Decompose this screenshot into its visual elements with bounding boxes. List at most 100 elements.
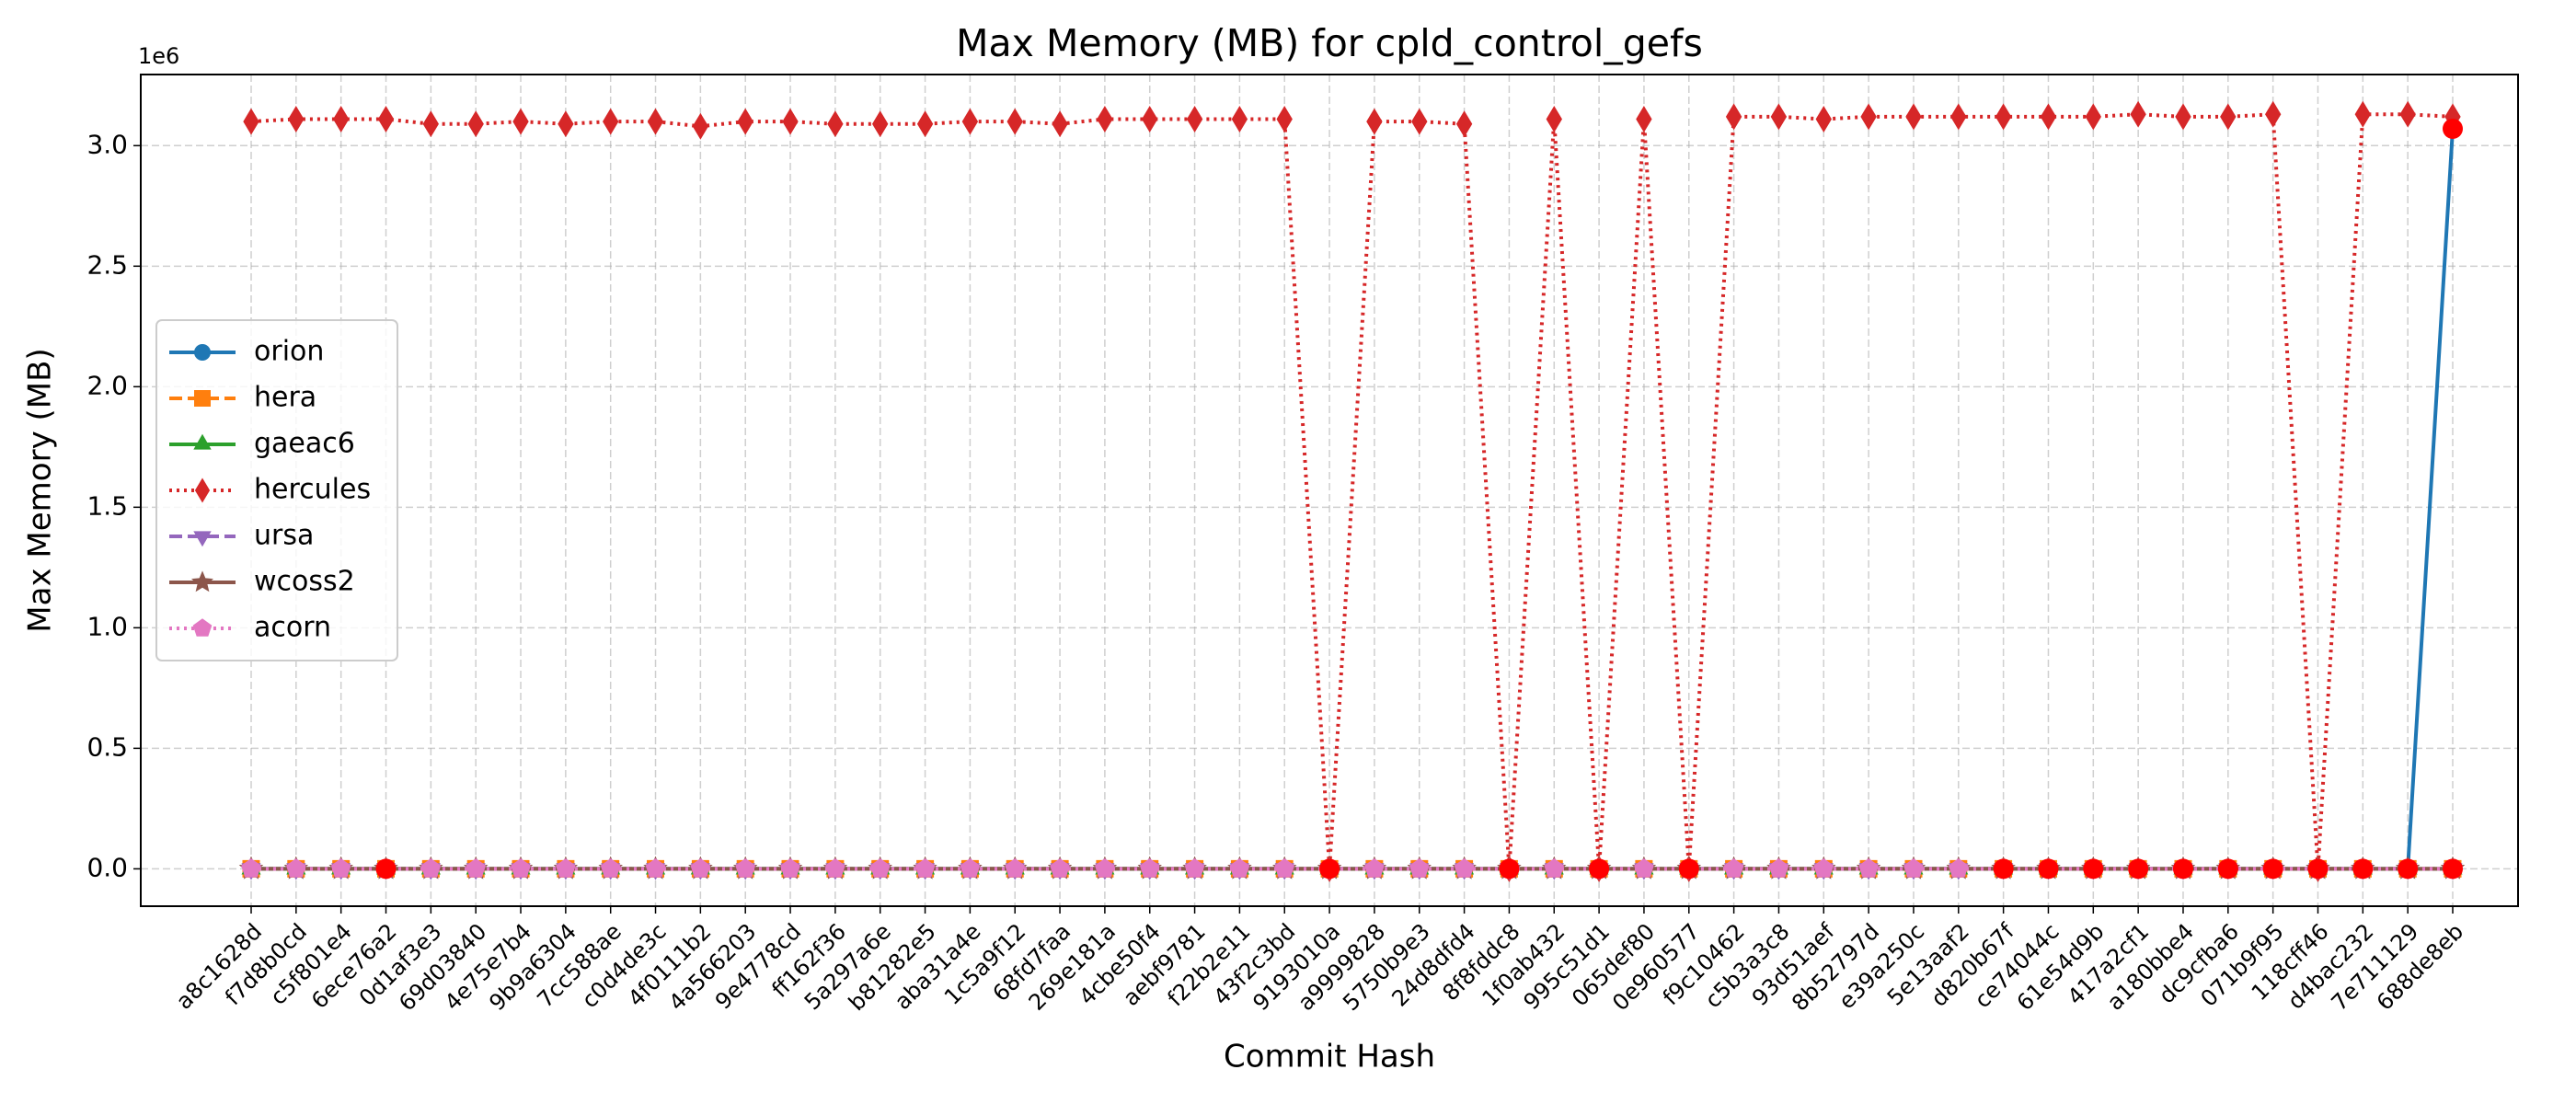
- highlight-marker: [1499, 858, 1520, 880]
- series-marker: [780, 857, 800, 878]
- highlight-marker: [1993, 858, 2014, 880]
- legend-label: orion: [254, 336, 324, 368]
- series-marker: [2130, 100, 2146, 128]
- legend-label: ursa: [254, 520, 314, 552]
- highlight-marker: [1589, 858, 1610, 880]
- series-marker: [2399, 100, 2416, 128]
- y-tick-label: 3.0: [86, 129, 128, 159]
- highlight-marker: [2083, 858, 2104, 880]
- x-axis-label: Commit Hash: [1224, 1039, 1435, 1075]
- highlight-marker: [375, 858, 397, 880]
- legend: orion hera gaeac6 hercules ursa wcoss2 acorn: [155, 319, 398, 661]
- y-tick-label: 2.5: [86, 249, 128, 280]
- series-marker: [1231, 106, 1248, 132]
- legend-label: acorn: [254, 612, 331, 644]
- series-marker: [869, 857, 891, 878]
- highlight-marker: [2217, 858, 2238, 880]
- y-tick-label: 0.0: [86, 852, 128, 882]
- legend-marker: [194, 344, 211, 361]
- legend-label: hera: [254, 382, 316, 414]
- series-marker: [1276, 106, 1293, 132]
- series-marker: [1948, 857, 1969, 878]
- series-marker: [1052, 110, 1068, 138]
- series-marker: [735, 857, 756, 878]
- highlight-marker: [2398, 858, 2419, 880]
- highlight-marker: [2128, 858, 2149, 880]
- series-marker: [1050, 857, 1070, 878]
- series-marker: [1139, 857, 1160, 878]
- legend-marker: [191, 570, 213, 592]
- series-marker: [1454, 857, 1475, 878]
- y-offset-label: 1e6: [138, 43, 179, 69]
- series-marker: [1815, 106, 1832, 132]
- series-marker: [1905, 103, 1922, 131]
- series-marker: [1455, 110, 1473, 138]
- legend-label: hercules: [254, 474, 371, 506]
- series-marker: [1005, 857, 1026, 878]
- y-tick-label: 0.5: [86, 731, 128, 762]
- highlight-marker: [2443, 118, 2463, 139]
- series-marker: [241, 857, 261, 878]
- series-marker: [466, 857, 487, 878]
- series-marker: [690, 857, 711, 878]
- series-marker: [1184, 857, 1205, 878]
- legend-frame: [155, 319, 398, 661]
- series-marker: [782, 108, 799, 135]
- series-marker: [422, 110, 439, 138]
- series-marker: [1995, 103, 2012, 131]
- series-marker: [1186, 106, 1203, 132]
- series-marker: [600, 857, 621, 878]
- series-marker: [1634, 857, 1654, 878]
- series-marker: [1364, 857, 1385, 878]
- series-marker: [2354, 100, 2371, 128]
- series-marker: [1274, 857, 1295, 878]
- series-marker: [1903, 857, 1924, 878]
- series-marker: [825, 857, 845, 878]
- highlight-marker: [1678, 858, 1699, 880]
- series-marker: [2085, 103, 2101, 131]
- highlight-marker: [2262, 858, 2283, 880]
- series-marker: [288, 106, 305, 132]
- series-marker: [872, 110, 889, 138]
- series-marker: [1546, 106, 1562, 132]
- series-marker: [286, 857, 306, 878]
- series-marker: [645, 857, 666, 878]
- series-marker: [2040, 103, 2057, 131]
- series-marker: [827, 110, 844, 138]
- series-marker: [1770, 103, 1788, 131]
- series-marker: [914, 857, 936, 878]
- series-marker: [2265, 100, 2282, 128]
- series-marker: [333, 106, 350, 132]
- series-marker: [1725, 103, 1742, 131]
- series-marker: [2220, 103, 2237, 131]
- plot-frame: [140, 74, 2519, 907]
- highlight-marker: [2443, 858, 2463, 880]
- legend-label: wcoss2: [254, 566, 355, 598]
- series-marker: [1544, 857, 1565, 878]
- legend-marker: [192, 618, 213, 637]
- chart-title: Max Memory (MB) for cpld_control_gefs: [956, 21, 1703, 65]
- series-marker: [916, 110, 934, 138]
- series-marker: [1860, 103, 1877, 131]
- legend-marker: [193, 433, 212, 450]
- series-marker: [512, 108, 529, 135]
- highlight-marker: [2038, 858, 2059, 880]
- series-marker: [377, 106, 395, 132]
- series-marker: [1723, 857, 1744, 878]
- series-marker: [1768, 857, 1789, 878]
- series-marker: [961, 108, 979, 135]
- series-marker: [737, 108, 753, 135]
- highlight-marker: [2307, 858, 2329, 880]
- legend-marker: [193, 531, 212, 547]
- series-marker: [1142, 106, 1158, 132]
- series-marker: [1813, 857, 1834, 878]
- series-marker: [1636, 106, 1652, 132]
- legend-marker: [194, 390, 211, 407]
- series-marker: [243, 108, 259, 135]
- y-tick-label: 1.5: [86, 490, 128, 521]
- series-marker: [603, 108, 619, 135]
- y-tick-label: 1.0: [86, 611, 128, 641]
- series-marker: [556, 857, 576, 878]
- series-marker: [1366, 108, 1383, 135]
